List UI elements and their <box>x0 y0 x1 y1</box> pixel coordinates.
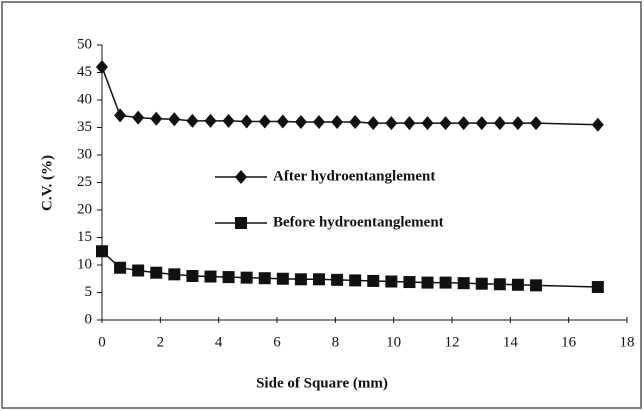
data-point <box>258 272 271 285</box>
data-point <box>114 261 127 274</box>
data-point <box>186 270 199 282</box>
data-point <box>403 276 416 289</box>
data-point <box>385 116 398 131</box>
y-tick-label: 15 <box>77 229 92 245</box>
x-tick-label: 18 <box>620 334 635 350</box>
x-tick-label: 10 <box>386 334 401 350</box>
x-axis-title: Side of Square (mm) <box>256 375 388 391</box>
y-tick-label: 25 <box>77 174 92 190</box>
data-point <box>313 115 325 129</box>
y-tick-label: 30 <box>77 146 92 162</box>
data-point <box>168 268 181 281</box>
x-tick-label: 6 <box>273 334 281 350</box>
y-tick-label: 20 <box>77 201 92 217</box>
x-tick-label: 2 <box>157 334 165 350</box>
data-point <box>222 113 235 128</box>
data-point <box>591 281 604 293</box>
y-tick-label: 35 <box>77 119 92 135</box>
y-tick-label: 10 <box>77 256 92 272</box>
data-point <box>439 276 452 289</box>
data-point <box>511 278 524 291</box>
data-point <box>530 116 542 131</box>
data-point <box>493 116 506 131</box>
legend-label: Before hydroentanglement <box>273 214 444 230</box>
data-point <box>132 264 145 277</box>
x-tick-label: 8 <box>332 334 340 350</box>
data-point <box>150 266 163 279</box>
data-point <box>439 116 452 131</box>
legend-marker <box>235 217 247 229</box>
legend-marker <box>235 170 247 184</box>
data-point <box>204 113 217 128</box>
data-point <box>349 115 362 129</box>
data-point <box>150 111 163 126</box>
data-point <box>258 114 271 129</box>
data-point <box>493 278 506 291</box>
data-point <box>276 114 289 129</box>
data-point <box>168 112 181 127</box>
data-point <box>96 245 108 258</box>
y-tick-label: 40 <box>77 91 92 107</box>
data-point <box>114 108 127 123</box>
data-point <box>294 115 307 129</box>
data-point <box>511 116 524 131</box>
data-point <box>204 270 217 283</box>
data-point <box>367 274 380 287</box>
data-point <box>457 116 470 131</box>
y-tick-label: 5 <box>85 284 93 300</box>
data-point <box>222 271 235 284</box>
data-point <box>331 115 344 129</box>
data-point <box>530 279 542 292</box>
y-tick-label: 45 <box>77 64 92 80</box>
data-point <box>294 273 307 286</box>
data-point <box>457 277 470 290</box>
data-point <box>403 116 416 131</box>
y-tick-label: 50 <box>77 36 92 52</box>
x-tick-label: 4 <box>215 334 223 350</box>
data-point <box>132 110 145 125</box>
data-point <box>240 114 253 129</box>
data-point <box>349 274 362 287</box>
data-point <box>96 60 108 74</box>
data-point <box>367 116 380 131</box>
data-point <box>331 273 344 286</box>
data-point <box>421 276 434 289</box>
x-tick-label: 14 <box>503 334 519 350</box>
data-point <box>313 273 325 286</box>
data-point <box>385 275 398 288</box>
legend-label: After hydroentanglement <box>273 168 435 184</box>
data-point <box>475 116 488 131</box>
x-tick-label: 12 <box>445 334 460 350</box>
data-point <box>421 116 434 131</box>
data-point <box>276 272 289 285</box>
data-point <box>240 271 253 284</box>
x-tick-label: 0 <box>98 334 106 350</box>
y-axis-title: C.V. (%) <box>39 155 55 211</box>
data-point <box>475 277 488 290</box>
x-tick-label: 16 <box>561 334 577 350</box>
y-tick-label: 0 <box>85 311 93 327</box>
data-point <box>591 117 604 132</box>
data-point <box>186 113 199 128</box>
